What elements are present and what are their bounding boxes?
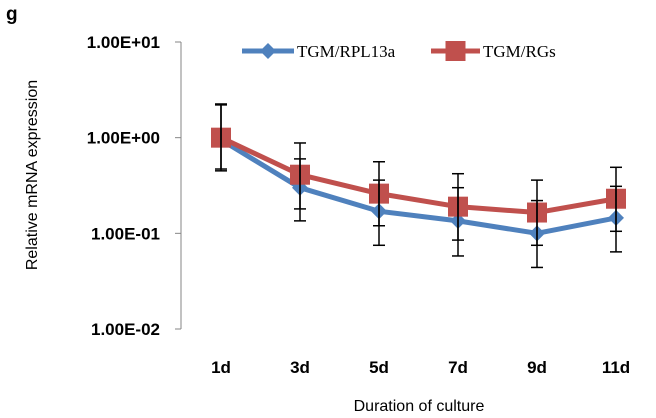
x-tick-label: 1d	[211, 358, 231, 377]
error-bars-1	[215, 104, 622, 269]
series-1	[213, 131, 624, 242]
panel-label: g	[6, 4, 18, 25]
y-tick-label: 1.00E-02	[91, 320, 160, 339]
legend-label: TGM/RPL13a	[297, 42, 396, 61]
series-line	[219, 135, 617, 216]
x-tick-labels: 1d 3d 5d 7d 9d 11d	[211, 358, 630, 377]
x-tick-label: 7d	[448, 358, 468, 377]
legend-item: TGM/RGs	[431, 41, 556, 61]
y-tick-label: 1.00E+00	[87, 129, 160, 148]
series-line	[219, 137, 617, 236]
x-tick-label: 3d	[290, 358, 310, 377]
legend-swatch-marker	[260, 43, 276, 59]
legend-swatch-marker	[445, 41, 466, 61]
y-tick-label: 1.00E-01	[91, 224, 160, 243]
axes	[175, 41, 182, 330]
legend: TGM/RPL13a TGM/RGs	[242, 41, 556, 61]
x-tick-label: 11d	[602, 358, 630, 377]
y-axis-title: Relative mRNA expression	[24, 80, 41, 270]
legend-item: TGM/RPL13a	[242, 42, 396, 61]
x-tick-label: 9d	[527, 358, 547, 377]
legend-label: TGM/RGs	[483, 42, 556, 61]
y-tick-label: 1.00E+01	[87, 33, 160, 52]
error-bars-2	[215, 103, 622, 247]
x-tick-label: 5d	[369, 358, 389, 377]
series-2	[211, 127, 626, 223]
x-axis-title: Duration of culture	[354, 398, 485, 415]
series-layer	[211, 103, 626, 269]
y-tick-labels: 1.00E+01 1.00E+00 1.00E-01 1.00E-02	[87, 33, 160, 339]
